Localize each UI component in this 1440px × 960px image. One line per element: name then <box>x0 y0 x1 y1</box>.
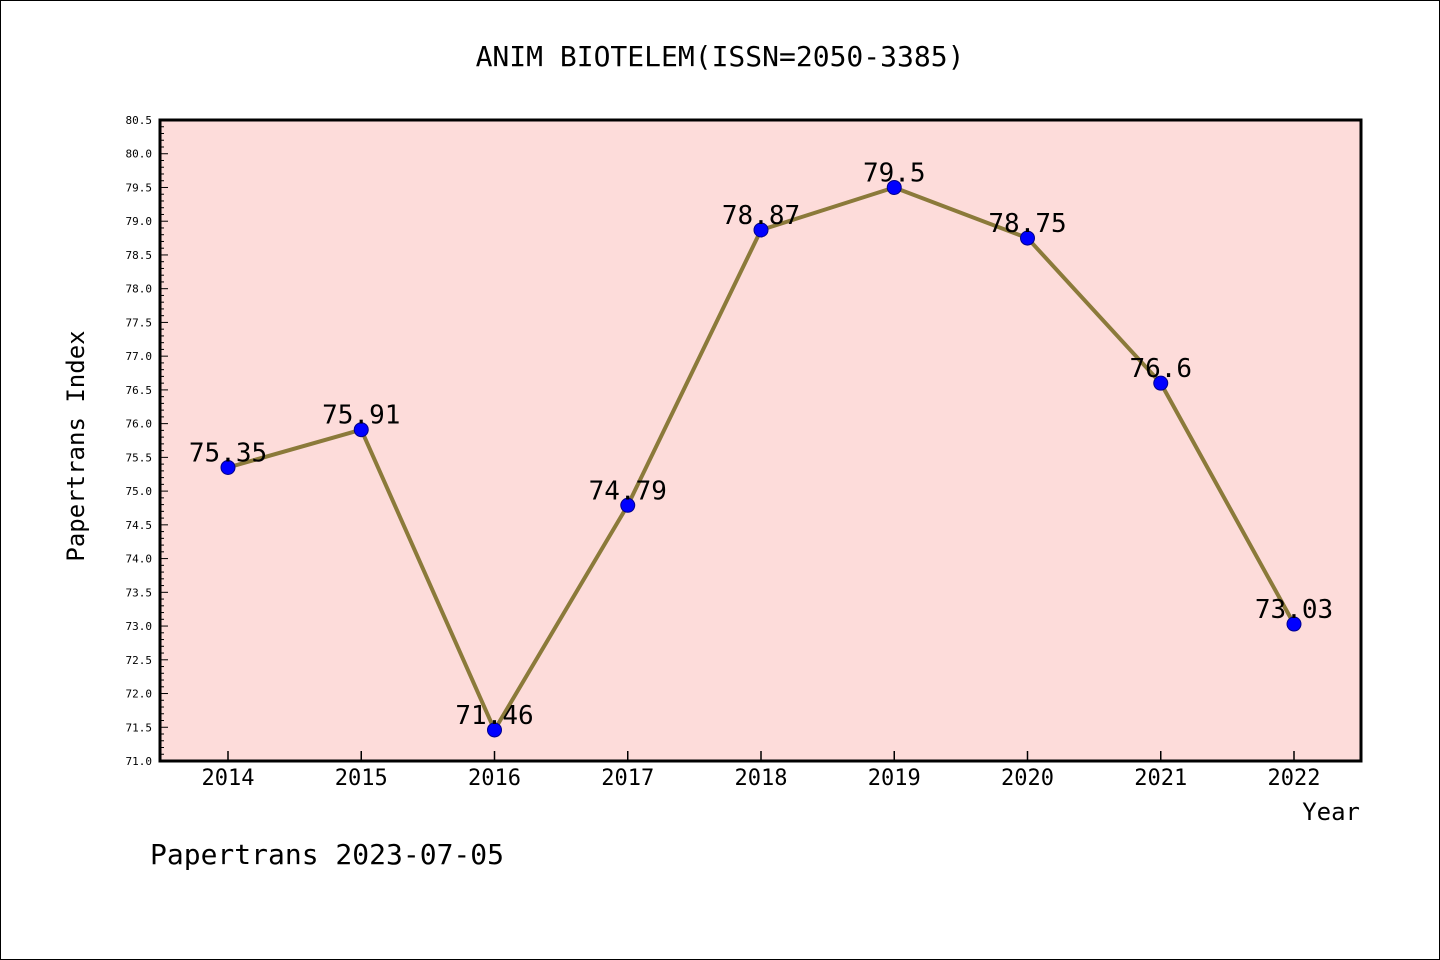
y-tick-label: 80.5 <box>126 114 153 127</box>
data-point <box>1153 375 1169 391</box>
plot-border <box>158 118 1363 763</box>
data-label: 78.75 <box>988 209 1066 239</box>
y-tick-label: 71.5 <box>126 721 153 734</box>
y-tick-label: 79.0 <box>126 215 153 228</box>
data-point <box>353 422 369 438</box>
x-tick-label: 2017 <box>601 766 654 791</box>
data-label: 73.03 <box>1255 595 1333 625</box>
y-tick-label: 78.0 <box>126 283 153 296</box>
data-point <box>487 722 502 738</box>
x-tick-label: 2019 <box>868 766 921 791</box>
data-point <box>220 459 236 475</box>
data-labels: 75.35 75.91 71.46 74.79 78.87 79.5 78.75 76.6 73… <box>189 158 1333 730</box>
y-tick-label: 74.5 <box>126 519 153 532</box>
data-point <box>1286 616 1302 632</box>
data-label: 75.91 <box>322 401 400 431</box>
y-tick-label: 73.5 <box>126 586 153 599</box>
y-tick-label: 80.0 <box>126 148 153 161</box>
y-tick-label: 72.5 <box>126 654 153 667</box>
y-tick-label: 78.5 <box>126 249 153 262</box>
data-label: 79.5 <box>863 158 926 188</box>
y-tick-label: 71.0 <box>126 755 153 768</box>
x-tick-label: 2021 <box>1134 766 1187 791</box>
data-point <box>1020 230 1035 246</box>
y-tick-label: 75.5 <box>126 451 153 464</box>
data-point <box>753 222 769 238</box>
series-markers <box>220 179 1302 738</box>
y-tick-label: 77.5 <box>126 316 153 329</box>
x-tick-label: 2016 <box>468 766 521 791</box>
y-tick-label: 72.0 <box>126 688 153 701</box>
x-axis-label: Year <box>1302 798 1360 826</box>
y-tick-label: 79.5 <box>126 181 153 194</box>
y-tick-label: 76.0 <box>126 418 153 431</box>
y-tick-label: 73.0 <box>126 620 153 633</box>
x-tick-label: 2014 <box>202 766 255 791</box>
data-label: 75.35 <box>189 438 267 468</box>
chart-title: ANIM BIOTELEM(ISSN=2050-3385) <box>476 40 965 73</box>
x-tick-label: 2018 <box>735 766 788 791</box>
data-label: 74.79 <box>589 476 667 506</box>
data-point <box>886 179 902 195</box>
y-axis-label: Papertrans Index <box>62 330 90 561</box>
y-axis: 71.0 71.5 72.0 72.5 73.0 73.5 74.0 74.5 75.0 75.5… <box>126 114 168 768</box>
data-label: 78.87 <box>722 201 800 231</box>
x-tick-label: 2022 <box>1268 766 1321 791</box>
data-label: 76.6 <box>1129 354 1192 384</box>
y-tick-label: 74.0 <box>126 553 153 566</box>
data-label: 71.46 <box>455 701 533 731</box>
y-tick-label: 76.5 <box>126 384 153 397</box>
y-tick-label: 75.0 <box>126 485 153 498</box>
y-tick-label: 77.0 <box>126 350 153 363</box>
x-axis: 2014 2015 2016 2017 2018 2019 2020 2021 2022 <box>202 751 1321 791</box>
x-tick-label: 2015 <box>335 766 388 791</box>
data-point <box>620 497 636 513</box>
x-tick-label: 2020 <box>1001 766 1054 791</box>
footer-text: Papertrans 2023-07-05 <box>150 838 504 871</box>
